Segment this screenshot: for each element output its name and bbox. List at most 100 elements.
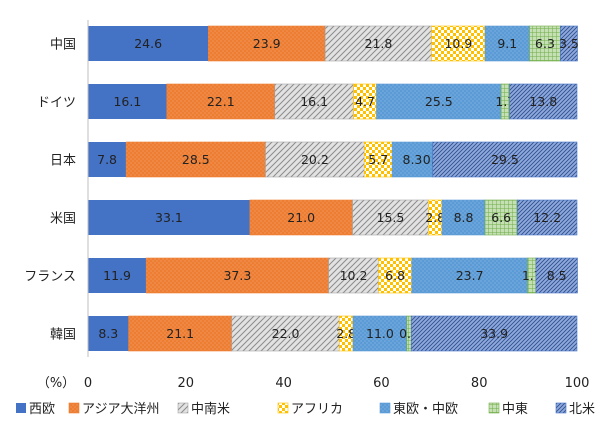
legend-label: 中東 [502,401,528,417]
legend: 西欧 アジア大洋州 中南米 アフリカ 東欧・中欧 中東 北米 [16,401,595,417]
bar-segment [88,258,147,293]
legend-item: 中南米 [177,401,230,417]
bars-layer: 24.6 23.9 21.8 10.9 9.1 6.3 3.5 16.1 22.1 16.1 4.7… [88,25,579,352]
data-label: 8.3 [98,326,118,341]
legend-item: アフリカ [277,402,343,417]
data-label: 15.5 [377,210,405,225]
legend-swatch [16,403,26,413]
data-label: 29.5 [491,152,519,167]
bar-row: 33.1 21.0 15.5 2.8 8.8 6.6 12.2 [88,199,578,236]
data-label: 22.0 [272,326,300,341]
data-label: 3.5 [559,36,579,51]
bar-segment [88,142,127,177]
data-label: 2.8 [425,210,445,225]
legend-swatch [379,402,391,414]
y-category-label: ドイツ [37,96,76,111]
bar-segment [145,257,329,294]
bar-segment [328,257,379,294]
data-label: 33.9 [480,326,508,341]
legend-label: アジア大洋州 [82,402,159,417]
bar-segment [560,25,578,62]
x-axis: 0 20 40 60 80 100 （%） [37,20,589,391]
bar-segment [88,316,129,351]
legend-item: 中東 [488,401,528,417]
x-tick-label: 20 [178,376,195,391]
x-tick-label: 40 [275,376,292,391]
bar-segment [88,84,167,119]
legend-item: アジア大洋州 [68,402,159,417]
bar-segment [88,200,250,235]
bar-segment [376,83,502,120]
legend-item: 東欧・中欧 [379,401,458,417]
x-tick-label: 60 [373,376,390,391]
data-label: 28.5 [182,152,210,167]
bar-segment [509,83,578,120]
data-label: 7.8 [97,152,117,167]
data-label: 12.2 [533,210,561,225]
bar-segment [265,141,365,178]
legend-swatch [177,402,189,414]
y-category-label: 日本 [50,154,76,169]
bar-segment [431,25,486,62]
data-label: 13.8 [529,94,557,109]
x-tick-label: 80 [471,376,488,391]
bar-segment [410,315,578,352]
bar-segment [231,315,340,352]
data-label: 11.0 [366,326,394,341]
legend-label: 西欧 [29,402,55,417]
bar-segment [274,83,354,120]
bar-segment [324,25,433,62]
data-label: 37.3 [223,268,251,283]
legend-swatch [277,402,289,414]
data-label: 22.1 [207,94,235,109]
legend-label: 東欧・中欧 [393,401,458,417]
data-label: 25.5 [425,94,453,109]
legend-item: 西欧 [16,402,55,417]
legend-swatch [68,402,80,414]
data-label: 10.9 [444,36,472,51]
legend-label: 中南米 [191,401,230,417]
data-label: 21.8 [365,36,393,51]
bar-segment [352,315,408,352]
data-label: 16.1 [300,94,328,109]
legend-item: 北米 [555,402,595,417]
data-label: 23.7 [456,268,484,283]
data-label: 5.7 [368,152,388,167]
bar-row: 24.6 23.9 21.8 10.9 9.1 6.3 3.5 [88,25,579,62]
legend-label: アフリカ [291,402,343,417]
bar-segment [535,257,578,294]
data-label: 24.6 [134,36,162,51]
data-label: 9.1 [497,36,517,51]
bar-segment [378,257,413,294]
data-label: 20.2 [301,152,329,167]
data-label: 8.3 [403,152,423,167]
data-label: 2.8 [336,326,356,341]
bar-row: 16.1 22.1 16.1 4.7 25.5 1.7 13.8 [88,83,578,120]
bar-segment [432,141,578,178]
data-label: 6.8 [385,268,405,283]
data-label: 6.6 [491,210,511,225]
bar-segment [125,141,266,178]
bar-row: 8.3 21.1 22.0 2.8 11.0 0.9 33.9 [88,315,578,352]
data-label: 11.9 [103,268,131,283]
bar-segment [88,26,209,61]
bar-segment [484,25,530,62]
data-label: 10.2 [340,268,368,283]
legend-label: 北米 [569,402,595,417]
bar-segment [207,25,326,62]
bar-segment [391,141,434,178]
data-label: 8.5 [547,268,567,283]
bar-segment [352,199,429,236]
x-axis-unit-label: （%） [37,376,75,391]
bar-segment [484,199,518,236]
y-category-label: 韓国 [50,328,76,343]
bar-segment [529,25,561,62]
bar-segment [249,199,353,236]
data-label: 6.3 [535,36,555,51]
x-tick-label: 0 [84,376,92,391]
data-label: 33.1 [155,210,183,225]
legend-swatch [555,402,567,414]
